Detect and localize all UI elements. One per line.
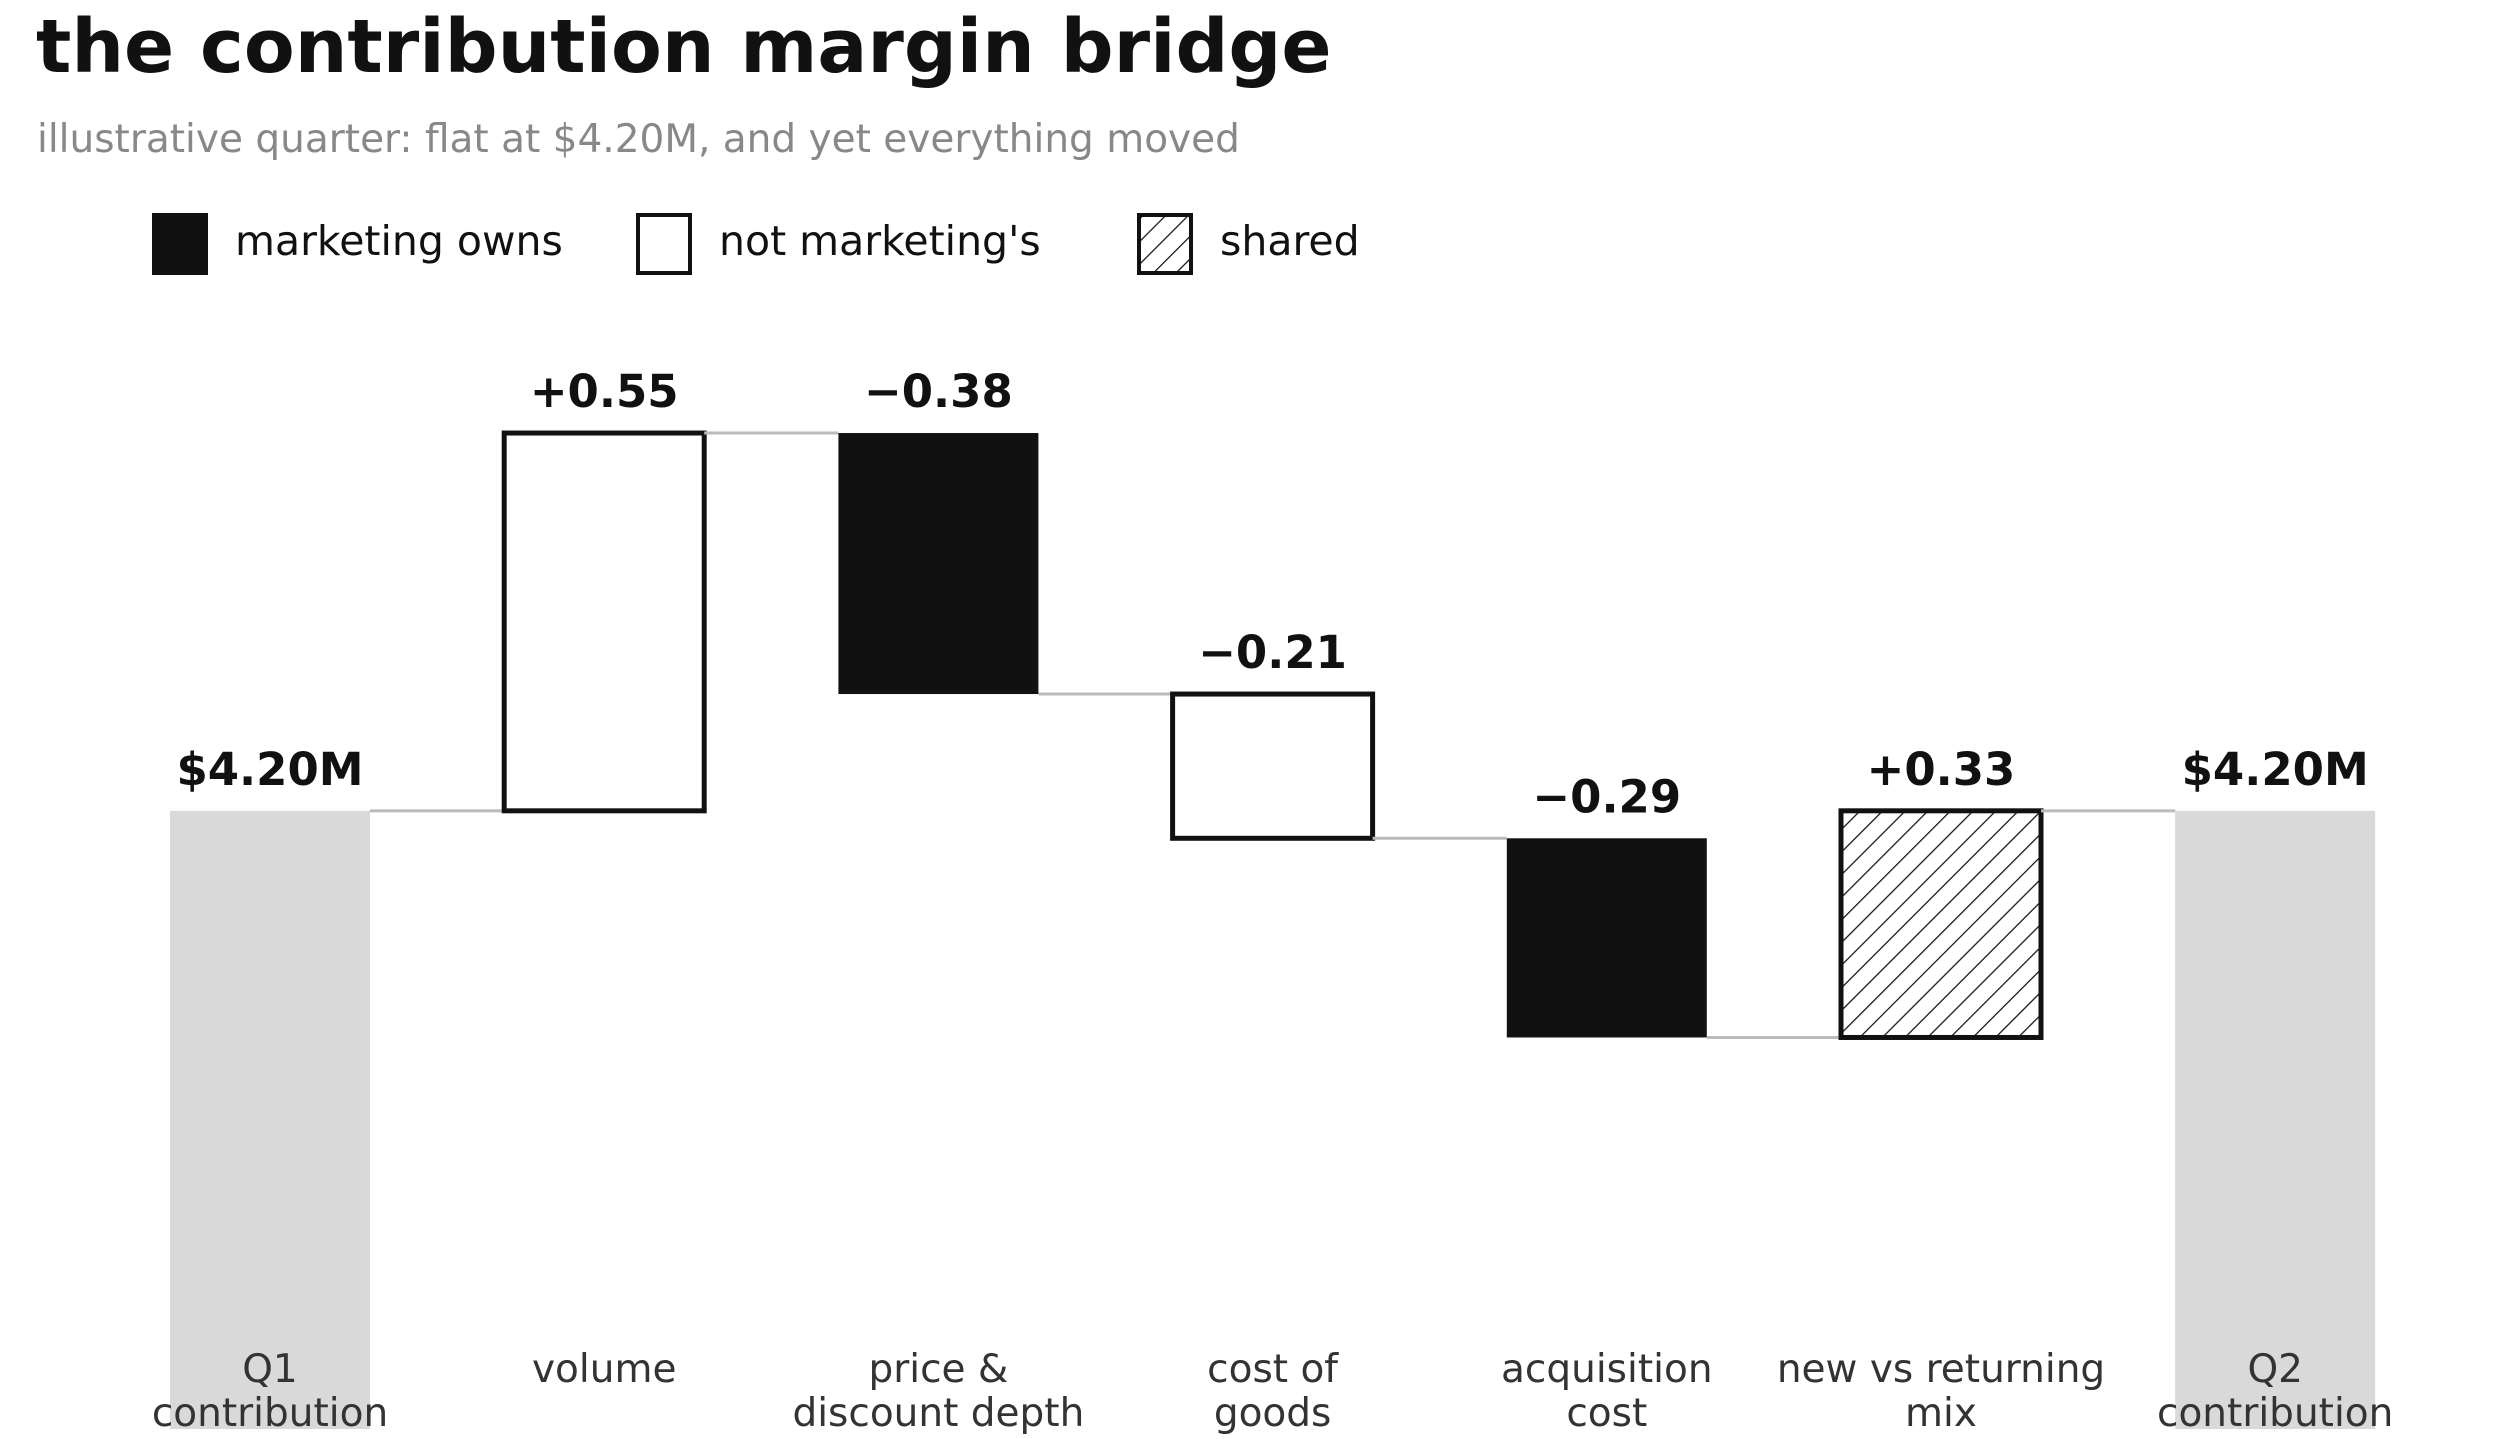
- legend-label: marketing owns: [235, 217, 563, 265]
- legend-swatch: [1137, 213, 1193, 275]
- value-label: −0.38: [864, 365, 1013, 418]
- x-tick-label: price & discount depth: [792, 1347, 1084, 1436]
- chart-title: the contribution margin bridge: [36, 4, 1332, 90]
- value-label: −0.21: [1198, 626, 1347, 679]
- bar: [1170, 691, 1376, 841]
- x-tick-label: acquisition cost: [1501, 1347, 1713, 1436]
- x-tick-label: Q2 contribution: [2157, 1347, 2393, 1436]
- value-label: +0.55: [530, 365, 679, 418]
- bar: [1506, 838, 1707, 1038]
- legend-swatch: [152, 213, 208, 275]
- legend-label: shared: [1220, 217, 1360, 265]
- bar: [2175, 810, 2376, 1429]
- chart-subtitle: illustrative quarter: flat at $4.20M, an…: [37, 117, 1240, 162]
- x-tick-label: volume: [532, 1347, 676, 1392]
- value-label: $4.20M: [2182, 743, 2369, 796]
- bar: [501, 430, 707, 814]
- bar: [838, 433, 1039, 695]
- value-label: −0.29: [1532, 770, 1681, 823]
- x-tick-label: cost of goods: [1207, 1347, 1339, 1436]
- bar: [170, 810, 370, 1429]
- x-tick-label: Q1 contribution: [152, 1347, 388, 1436]
- x-tick-label: new vs returning mix: [1777, 1347, 2105, 1436]
- legend-swatch: [636, 213, 692, 275]
- value-label: +0.33: [1867, 743, 2016, 796]
- bar: [1838, 808, 2044, 1040]
- value-label: $4.20M: [176, 743, 363, 796]
- legend-label: not marketing's: [719, 217, 1041, 265]
